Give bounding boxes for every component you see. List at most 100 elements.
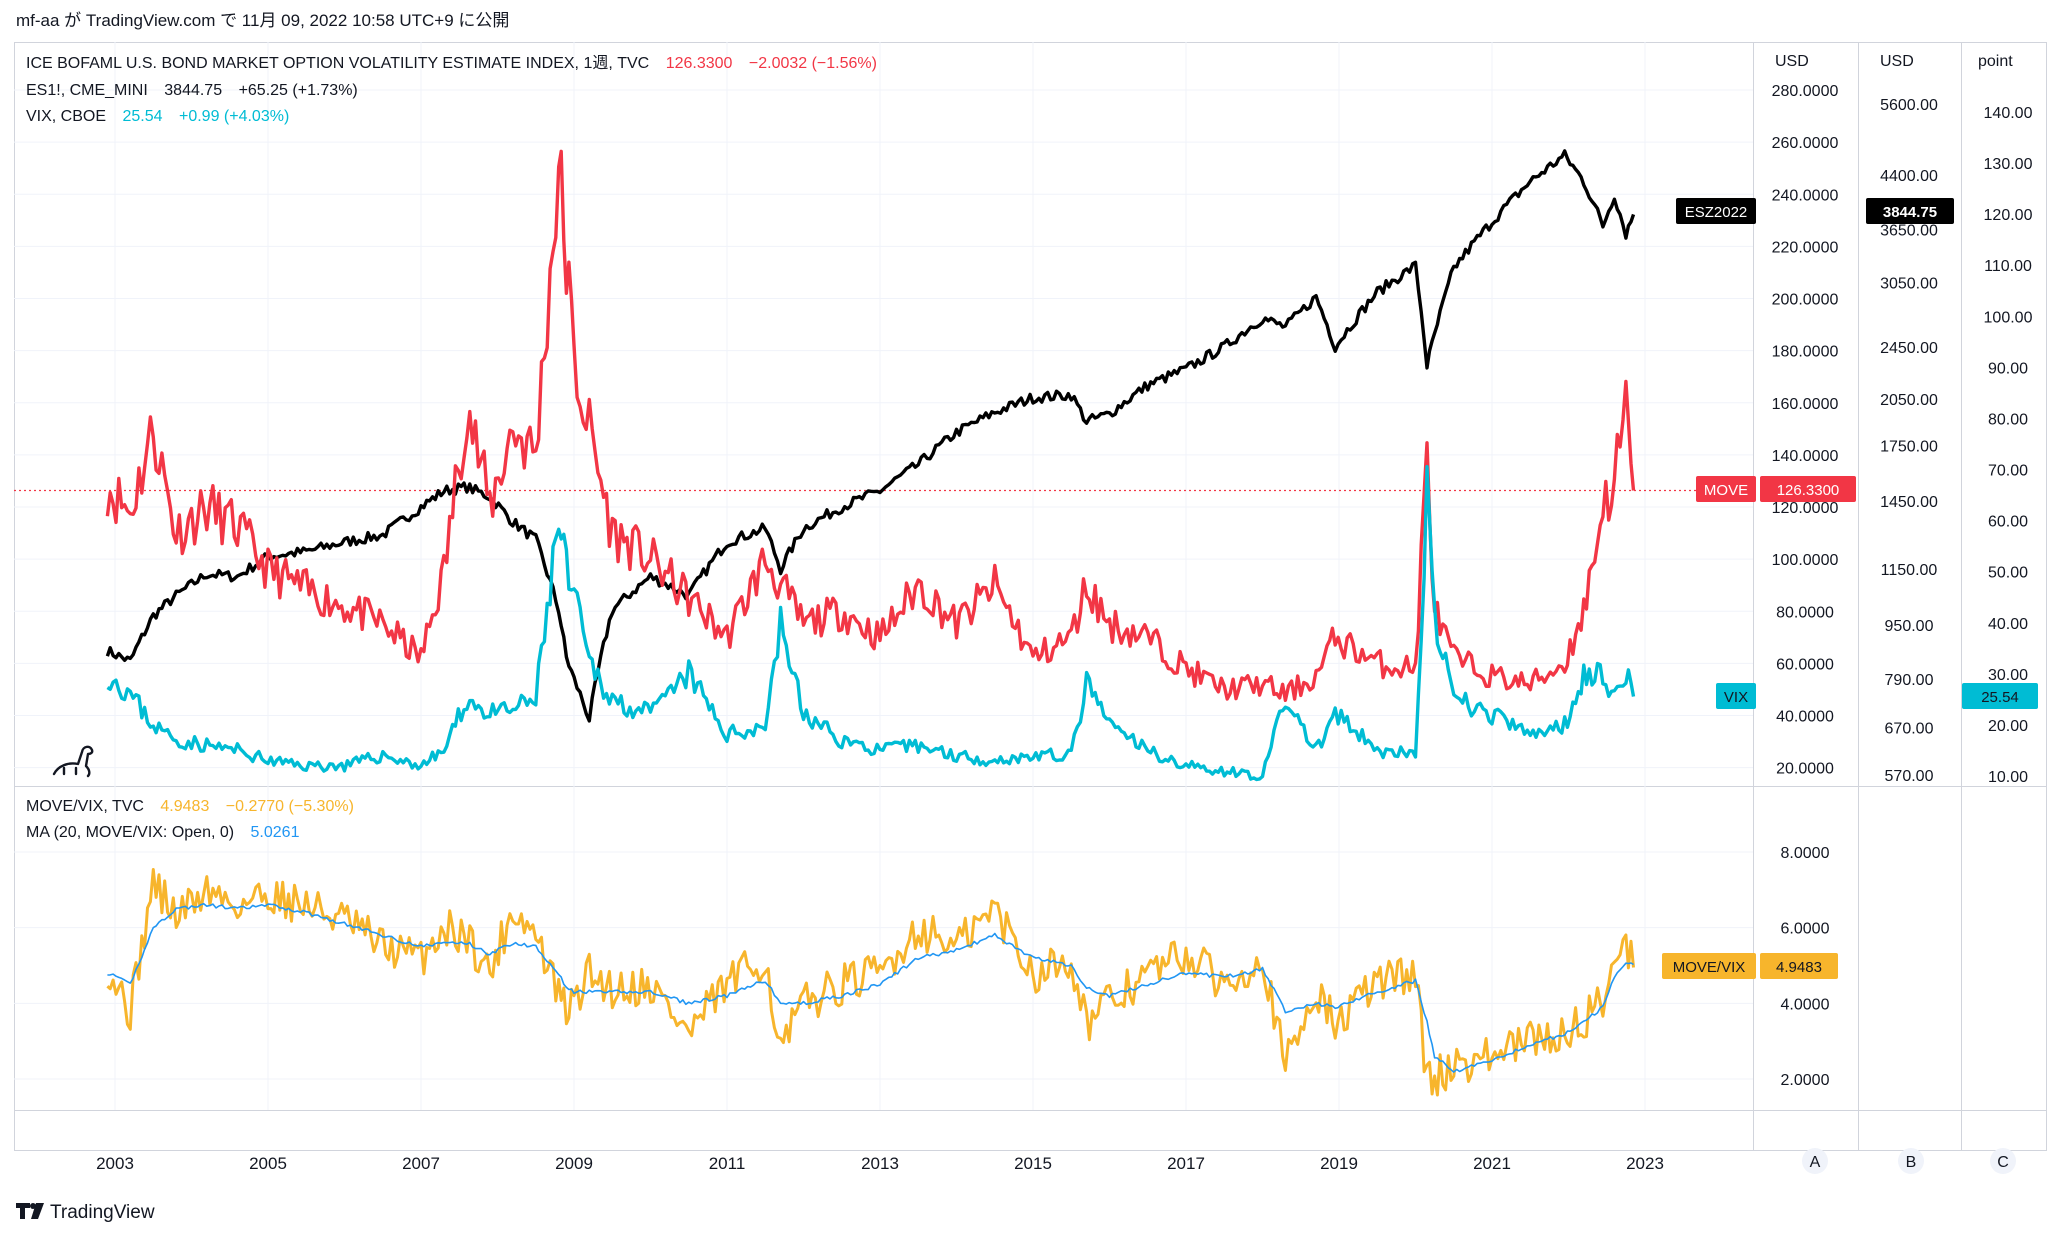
move-tag-value: 126.3300 <box>1777 482 1840 499</box>
axis-c-ticks[interactable]: 140.00 130.00 120.00 110.00 100.00 90.00 80.00… <box>1984 105 2033 786</box>
tick-label: 140.00 <box>1984 105 2033 122</box>
tick-label: 80.00 <box>1988 411 2028 428</box>
tick-label: 4.0000 <box>1781 996 1830 1013</box>
legend-row-es[interactable]: ES1!, CME_MINI 3844.75 +65.25 (+1.73%) <box>26 82 358 99</box>
legend-es-name: ES1!, CME_MINI <box>26 82 148 99</box>
tick-label: 2450.00 <box>1880 340 1938 357</box>
tick-label: 1750.00 <box>1880 439 1938 456</box>
tick-label: 280.0000 <box>1772 83 1839 100</box>
legend-lower: MOVE/VIX, TVC 4.9483 −0.2770 (−5.30%) MA… <box>26 798 354 841</box>
legend-ma-value: 5.0261 <box>251 824 300 841</box>
time-tick-label: 2009 <box>555 1154 593 1173</box>
es-tag-label: ESZ2022 <box>1685 204 1748 221</box>
time-tick-label: 2007 <box>402 1154 440 1173</box>
tick-label: 70.00 <box>1988 463 2028 480</box>
svg-text:A: A <box>1810 1154 1821 1171</box>
scale-button-a[interactable]: A <box>1802 1148 1828 1174</box>
legend-ma-name: MA (20, MOVE/VIX: Open, 0) <box>26 824 234 841</box>
legend-es-change: +65.25 (+1.73%) <box>239 82 358 99</box>
upper-pane <box>14 149 1753 782</box>
tradingview-logo[interactable]: TradingView <box>16 1202 155 1223</box>
legend-ratio-value: 4.9483 <box>160 798 209 815</box>
svg-text:C: C <box>1997 1154 2009 1171</box>
scale-button-c[interactable]: C <box>1990 1148 2016 1174</box>
time-tick-label: 2011 <box>709 1154 746 1173</box>
legend-vix-name: VIX, CBOE <box>26 108 106 125</box>
tick-label: 40.00 <box>1988 616 2028 633</box>
ma-series-line <box>107 902 1634 1073</box>
tick-label: 220.0000 <box>1772 239 1839 256</box>
tick-label: 100.0000 <box>1772 552 1839 569</box>
time-tick-label: 2015 <box>1014 1154 1052 1173</box>
time-tick-label: 2013 <box>861 1154 899 1173</box>
tick-label: 140.0000 <box>1772 448 1839 465</box>
time-tick-label: 2021 <box>1473 1154 1511 1173</box>
tick-label: 670.00 <box>1885 721 1934 738</box>
move-series-line <box>105 149 1636 702</box>
time-tick-label: 2023 <box>1626 1154 1664 1173</box>
tick-label: 2.0000 <box>1781 1072 1830 1089</box>
axis-b-ticks[interactable]: 5600.00 4400.00 3650.00 3050.00 2450.00 2050.… <box>1880 97 1938 785</box>
legend-vix-value: 25.54 <box>122 108 162 125</box>
tick-label: 5600.00 <box>1880 97 1938 114</box>
tick-label: 20.00 <box>1988 718 2028 735</box>
move-tag-label: MOVE <box>1704 482 1748 499</box>
tick-label: 130.00 <box>1984 156 2033 173</box>
legend-move-change: −2.0032 (−1.56%) <box>749 55 877 72</box>
time-axis-ticks[interactable]: 2003 2005 2007 2009 2011 2013 2015 2017 2019 2021… <box>96 1154 1664 1173</box>
tick-label: 260.0000 <box>1772 135 1839 152</box>
tradingview-logo-icon <box>16 1203 44 1219</box>
tick-label: 790.00 <box>1885 672 1934 689</box>
ratio-price-tag: MOVE/VIX 4.9483 <box>1662 953 1838 979</box>
tick-label: 2050.00 <box>1880 392 1938 409</box>
tick-label: 4400.00 <box>1880 168 1938 185</box>
tick-label: 6.0000 <box>1781 921 1830 938</box>
es-tag-value: 3844.75 <box>1883 204 1937 221</box>
svg-text:B: B <box>1906 1154 1917 1171</box>
axis-a-ticks[interactable]: 280.0000 260.0000 240.0000 220.0000 200.0000… <box>1772 83 1839 778</box>
move-price-tag: MOVE 126.3300 <box>1696 476 1856 502</box>
tick-label: 1450.00 <box>1880 494 1938 511</box>
axis-a-unit: USD <box>1775 53 1809 70</box>
tick-label: 570.00 <box>1885 768 1934 785</box>
tick-label: 120.0000 <box>1772 500 1839 517</box>
legend-move-value: 126.3300 <box>666 55 733 72</box>
tick-label: 3050.00 <box>1880 275 1938 292</box>
time-tick-label: 2019 <box>1320 1154 1358 1173</box>
tick-label: 60.00 <box>1988 514 2028 531</box>
grid-lines <box>14 42 1753 1110</box>
lower-axis-ticks[interactable]: 8.0000 6.0000 4.0000 2.0000 <box>1781 845 1830 1089</box>
tick-label: 3650.00 <box>1880 223 1938 240</box>
scale-button-b[interactable]: B <box>1898 1148 1924 1174</box>
tick-label: 200.0000 <box>1772 292 1839 309</box>
tick-label: 20.0000 <box>1776 761 1834 778</box>
vix-tag-label: VIX <box>1724 689 1748 706</box>
legend-row-ratio[interactable]: MOVE/VIX, TVC 4.9483 −0.2770 (−5.30%) <box>26 798 354 815</box>
brand-name: TradingView <box>50 1202 155 1223</box>
legend-vix-change: +0.99 (+4.03%) <box>179 108 289 125</box>
tick-label: 30.00 <box>1988 667 2028 684</box>
legend-row-ma[interactable]: MA (20, MOVE/VIX: Open, 0) 5.0261 <box>26 824 300 841</box>
time-tick-label: 2005 <box>249 1154 287 1173</box>
tick-label: 120.00 <box>1984 207 2033 224</box>
tick-label: 90.00 <box>1988 360 2028 377</box>
legend-move-name: ICE BOFAML U.S. BOND MARKET OPTION VOLAT… <box>26 54 649 72</box>
time-tick-label: 2017 <box>1167 1154 1205 1173</box>
dinosaur-icon[interactable] <box>52 745 94 778</box>
tick-label: 180.0000 <box>1772 344 1839 361</box>
tick-label: 160.0000 <box>1772 396 1839 413</box>
tick-label: 80.0000 <box>1776 604 1834 621</box>
tick-label: 240.0000 <box>1772 187 1839 204</box>
vix-tag-value: 25.54 <box>1981 689 2019 706</box>
tick-label: 100.00 <box>1984 309 2033 326</box>
legend-row-vix[interactable]: VIX, CBOE 25.54 +0.99 (+4.03%) <box>26 108 289 125</box>
ratio-tag-value: 4.9483 <box>1776 959 1822 976</box>
tick-label: 8.0000 <box>1781 845 1830 862</box>
tick-label: 950.00 <box>1885 618 1934 635</box>
legend-row-move[interactable]: ICE BOFAML U.S. BOND MARKET OPTION VOLAT… <box>26 54 877 72</box>
es-series-line <box>105 149 1636 723</box>
tick-label: 60.0000 <box>1776 656 1834 673</box>
tick-label: 110.00 <box>1984 258 2032 275</box>
es-price-tag: ESZ2022 3844.75 <box>1676 198 1954 224</box>
